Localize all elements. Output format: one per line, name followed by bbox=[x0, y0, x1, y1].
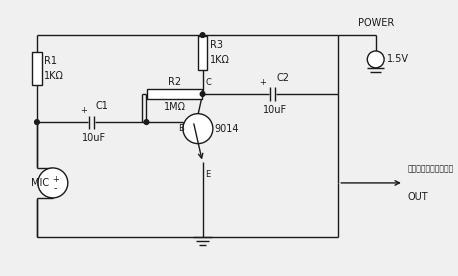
Text: R3: R3 bbox=[210, 40, 223, 50]
Text: -: - bbox=[54, 183, 57, 193]
Text: 10uF: 10uF bbox=[82, 133, 106, 143]
Bar bbox=[147, 89, 202, 99]
Text: 接话筒线正级（芯线）: 接话筒线正级（芯线） bbox=[408, 164, 454, 174]
Text: +: + bbox=[80, 106, 87, 115]
Circle shape bbox=[200, 33, 205, 38]
Circle shape bbox=[183, 114, 213, 144]
Text: 1.5V: 1.5V bbox=[387, 54, 409, 64]
Bar bbox=[32, 52, 42, 85]
Text: C2: C2 bbox=[277, 73, 289, 83]
Circle shape bbox=[38, 168, 68, 198]
Text: R1: R1 bbox=[44, 56, 57, 66]
Bar bbox=[198, 36, 207, 70]
Text: C1: C1 bbox=[95, 101, 108, 111]
Text: +: + bbox=[371, 54, 380, 64]
Text: 1KΩ: 1KΩ bbox=[44, 71, 64, 81]
Text: OUT: OUT bbox=[408, 192, 428, 202]
Circle shape bbox=[144, 120, 149, 124]
Circle shape bbox=[367, 51, 384, 68]
Text: 1MΩ: 1MΩ bbox=[164, 102, 185, 112]
Text: 9014: 9014 bbox=[215, 124, 239, 134]
Text: R2: R2 bbox=[168, 76, 181, 87]
Text: 1KΩ: 1KΩ bbox=[210, 55, 230, 65]
Circle shape bbox=[200, 92, 205, 96]
Text: 10uF: 10uF bbox=[262, 105, 287, 115]
Text: E: E bbox=[205, 170, 211, 179]
Circle shape bbox=[35, 120, 39, 124]
Text: +: + bbox=[52, 175, 59, 184]
Text: MIC: MIC bbox=[31, 178, 49, 188]
Text: +: + bbox=[260, 78, 267, 87]
Text: B: B bbox=[178, 124, 184, 133]
Text: POWER: POWER bbox=[358, 18, 394, 28]
Text: C: C bbox=[205, 78, 211, 87]
